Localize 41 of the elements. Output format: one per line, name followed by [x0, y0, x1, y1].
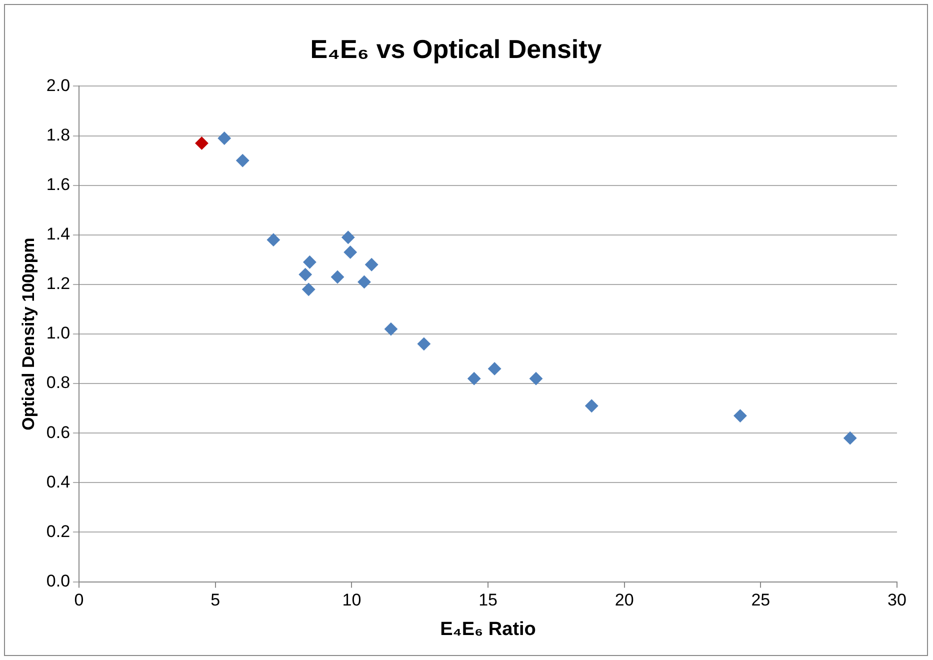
- chart-title: E₄E₆ vs Optical Density: [310, 34, 602, 64]
- y-tick-label: 0.8: [46, 373, 70, 392]
- point: [331, 270, 344, 284]
- point: [585, 399, 598, 412]
- point: [358, 275, 371, 288]
- point: [468, 372, 481, 386]
- y-tick-label: 1.0: [46, 324, 70, 343]
- y-tick-label: 0.2: [46, 522, 70, 541]
- point: [266, 233, 280, 246]
- y-tick-label: 0.6: [46, 422, 70, 442]
- y-axis-title: Optical Density 100ppm: [18, 238, 38, 430]
- x-axis-title: E₄E₆ Ratio: [440, 618, 536, 640]
- point: [342, 230, 355, 244]
- point: [302, 282, 316, 296]
- x-tick-label: 25: [751, 590, 770, 610]
- x-tick-label: 5: [210, 590, 220, 610]
- point: [344, 246, 357, 259]
- y-tick-label: 1.6: [46, 175, 70, 194]
- point: [195, 136, 208, 150]
- point: [303, 256, 316, 269]
- y-tick-label: 0.0: [46, 571, 70, 590]
- point: [488, 362, 502, 376]
- x-tick-label: 0: [74, 590, 84, 610]
- x-tick-label: 30: [888, 590, 906, 610]
- y-tick-label: 1.8: [46, 125, 70, 144]
- point: [236, 154, 250, 168]
- point: [218, 132, 231, 145]
- y-tick-label: 0.4: [46, 472, 70, 492]
- y-tick-label: 1.2: [46, 274, 70, 294]
- point: [417, 337, 430, 350]
- point: [530, 372, 543, 386]
- point: [734, 409, 747, 422]
- y-tick-label: 2.0: [46, 76, 70, 95]
- x-tick-label: 15: [478, 590, 498, 610]
- y-tick-label: 1.4: [46, 224, 70, 244]
- x-tick-label: 20: [614, 590, 634, 610]
- point: [384, 322, 398, 336]
- point: [365, 258, 378, 272]
- point: [298, 268, 312, 282]
- x-tick-label: 10: [342, 590, 362, 610]
- point: [844, 432, 857, 445]
